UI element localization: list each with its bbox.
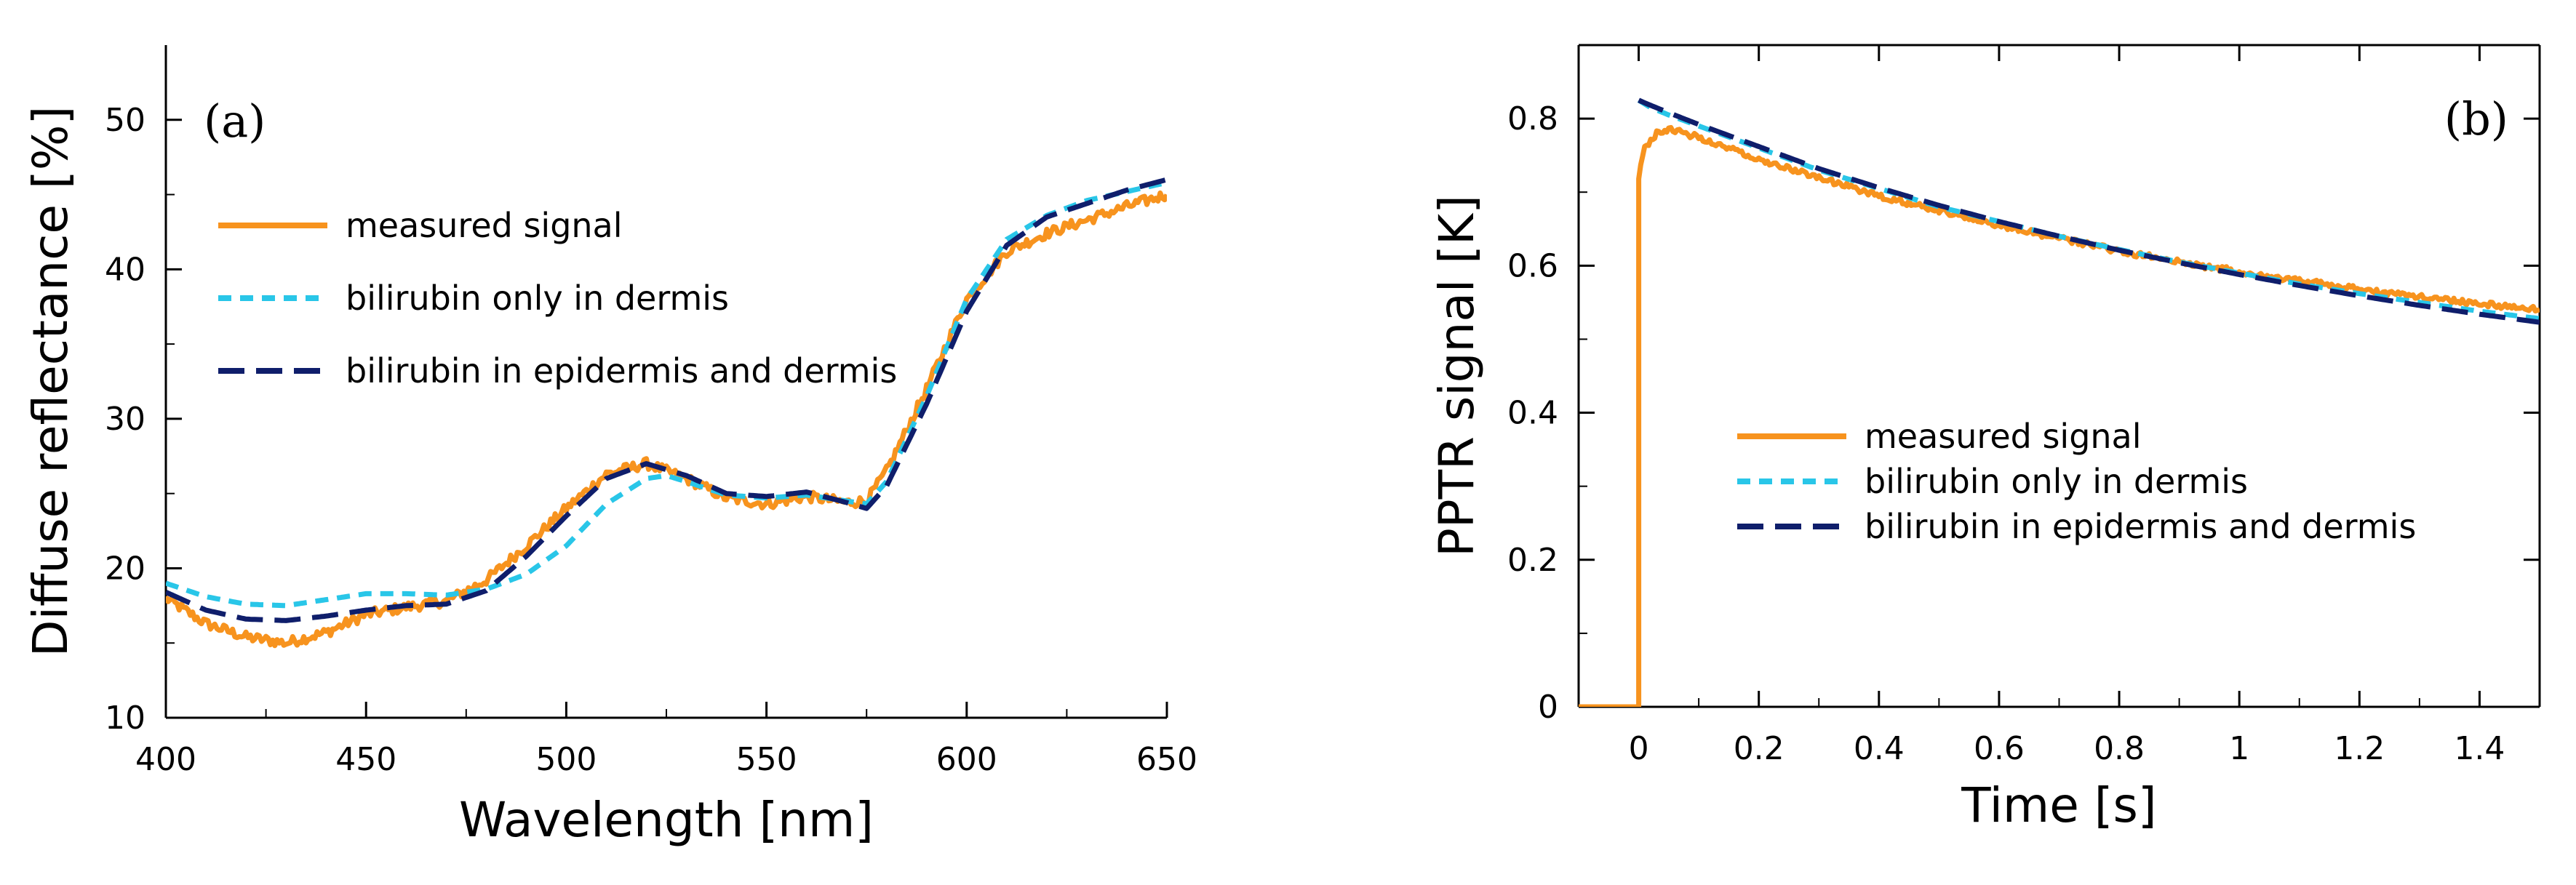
x-tick-label: 650 xyxy=(1136,741,1197,778)
y-axis-title: PPTR signal [K] xyxy=(1429,195,1485,557)
x-axis-title: Wavelength [nm] xyxy=(459,792,874,848)
y-tick-label: 50 xyxy=(105,102,145,139)
y-tick-label: 40 xyxy=(105,251,145,288)
x-tick-label: 0.6 xyxy=(1974,730,2025,767)
x-axis-title: Time [s] xyxy=(1961,777,2156,833)
y-tick-label: 0.6 xyxy=(1507,247,1558,284)
y-tick-label: 20 xyxy=(105,550,145,587)
series-line-epi-dermis xyxy=(1638,97,2540,325)
legend-label: bilirubin only in dermis xyxy=(1865,462,2248,501)
y-tick-label: 10 xyxy=(105,700,145,737)
y-tick-label: 0 xyxy=(1538,689,1558,726)
y-tick-label: 30 xyxy=(105,401,145,438)
x-tick-label: 400 xyxy=(135,741,196,778)
series-line-dermis-only xyxy=(1637,97,2540,321)
x-tick-label: 1.4 xyxy=(2454,730,2505,767)
x-tick-label: 500 xyxy=(535,741,597,778)
panel-a: 400 450 500 550 600 650 10 20 30 40 50 Wavelength [… xyxy=(23,45,1197,848)
x-tick-label: 0.2 xyxy=(1734,730,1785,767)
x-tick-label: 1.2 xyxy=(2334,730,2385,767)
legend-label: bilirubin only in dermis xyxy=(346,279,729,318)
legend-label: measured signal xyxy=(1865,417,2142,456)
y-tick-label: 0.8 xyxy=(1507,100,1558,137)
y-axis-title: Diffuse reflectance [%] xyxy=(23,106,79,657)
panel-label: (a) xyxy=(204,95,266,148)
x-tick-label: 550 xyxy=(736,741,797,778)
x-tick-label: 1 xyxy=(2229,730,2249,767)
series-line-measured xyxy=(166,190,1167,649)
legend-label: bilirubin in epidermis and dermis xyxy=(346,351,897,391)
legend-label: measured signal xyxy=(346,206,623,245)
series-line-dermis-only xyxy=(166,180,1167,609)
y-tick-label: 0.2 xyxy=(1507,542,1558,579)
panel-label: (b) xyxy=(2444,92,2508,145)
x-tick-label: 0.4 xyxy=(1854,730,1905,767)
x-tick-label: 0.8 xyxy=(2094,730,2145,767)
x-tick-label: 600 xyxy=(936,741,997,778)
panel-b: 0 0.2 0.4 0.6 0.8 1 1.2 1.4 0 0.2 0.4 0.6 0.8 Time [s… xyxy=(1429,44,2541,833)
x-tick-label: 0 xyxy=(1629,730,1649,767)
x-tick-label: 450 xyxy=(335,741,396,778)
y-tick-label: 0.4 xyxy=(1507,395,1558,432)
legend-label: bilirubin in epidermis and dermis xyxy=(1865,507,2416,546)
series-line-epi-dermis xyxy=(166,177,1167,623)
